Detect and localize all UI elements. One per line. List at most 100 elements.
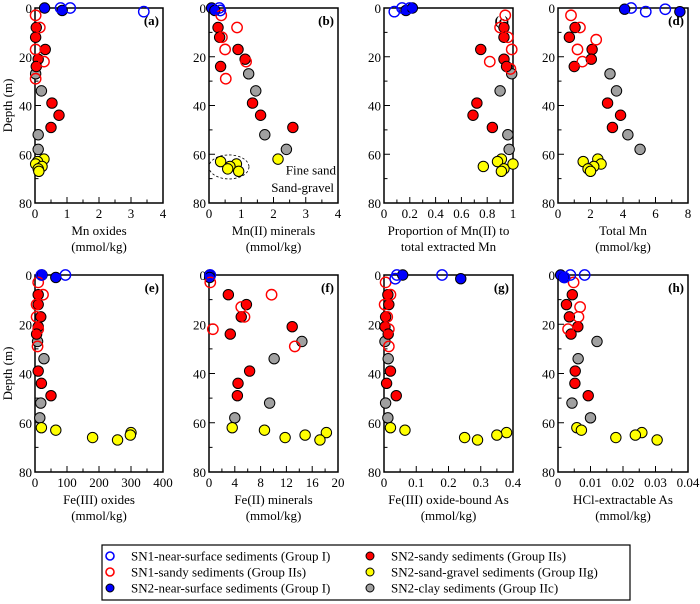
point-sn2-sandy xyxy=(563,31,576,43)
x-axis-label: (mmol/kg) xyxy=(246,508,302,523)
point-sn2-sandy xyxy=(32,365,44,377)
point-sn2-sandy xyxy=(606,121,619,134)
y-tick-label: 80 xyxy=(193,465,206,480)
y-tick-label: 40 xyxy=(542,99,555,114)
x-axis-label: HCl-extractable As xyxy=(573,492,673,507)
legend-label: SN1-near-surface sediments (Group I) xyxy=(131,549,330,564)
axes-frame xyxy=(557,7,689,204)
point-sn1-ns xyxy=(214,4,227,17)
point-sn2-sandy xyxy=(222,289,235,301)
x-tick-label: 1 xyxy=(510,206,517,221)
y-tick-label: 40 xyxy=(19,367,32,382)
point-sn1-sandy xyxy=(240,55,252,68)
point-sn2-clay xyxy=(382,412,394,424)
point-sn1-ns xyxy=(137,5,150,18)
x-axis-label: total extracted Mn xyxy=(401,239,497,254)
y-tick-label: 40 xyxy=(193,367,206,382)
point-sn2-gravel xyxy=(320,426,333,439)
y-tick-label: 80 xyxy=(542,196,555,211)
x-tick-label: 2 xyxy=(270,206,277,221)
point-sn1-sandy xyxy=(29,9,42,22)
point-sn1-sandy xyxy=(562,323,574,336)
y-tick-label: 60 xyxy=(368,416,381,431)
x-tick-label: 200 xyxy=(89,475,109,490)
point-sn2-sandy xyxy=(53,109,65,121)
point-sn2-clay xyxy=(610,85,623,97)
point-sn1-ns xyxy=(64,2,77,14)
x-tick-label: 0 xyxy=(32,475,39,490)
point-sn2-gravel xyxy=(86,431,99,444)
point-sn2-gravel xyxy=(258,424,271,436)
y-tick-label: 0 xyxy=(549,1,556,16)
x-tick-label: 0.4 xyxy=(427,206,444,221)
point-sn2-clay xyxy=(382,353,394,365)
point-sn2-gravel xyxy=(584,165,597,178)
annotation-fine-sand: Fine sand xyxy=(286,162,337,177)
y-tick-label: 0 xyxy=(549,268,556,283)
y-tick-label: 0 xyxy=(200,1,207,16)
sand-gravel-ellipse xyxy=(208,154,250,180)
legend-label: SN2-clay sediments (Group IIc) xyxy=(391,581,558,596)
point-sn2-clay xyxy=(259,129,271,141)
point-sn2-gravel xyxy=(50,424,62,436)
y-tick-label: 40 xyxy=(368,367,381,382)
x-axis-label: Mn(II) minerals xyxy=(232,223,315,238)
x-tick-label: 12 xyxy=(280,475,293,490)
point-sn2-clay xyxy=(591,335,603,348)
point-sn2-clay xyxy=(263,397,276,409)
point-sn2-gravel xyxy=(214,155,227,168)
x-tick-label: 2 xyxy=(96,206,103,221)
legend-label: SN2-sandy sediments (Group IIs) xyxy=(391,549,566,564)
y-tick-label: 0 xyxy=(200,268,207,283)
point-sn1-ns xyxy=(564,269,577,281)
y-tick-label: 60 xyxy=(19,147,32,162)
point-sn1-sandy xyxy=(32,323,45,336)
point-sn1-sandy xyxy=(219,43,232,56)
point-sn1-sandy xyxy=(494,21,506,34)
point-sn1-ns xyxy=(578,269,591,281)
point-sn2-gravel xyxy=(629,429,642,441)
point-sn2-sandy xyxy=(614,109,627,121)
y-tick-label: 80 xyxy=(542,465,555,480)
point-sn2-clay xyxy=(242,68,255,80)
point-sn2-clay xyxy=(572,353,584,365)
x-axis-label: (mmol/kg) xyxy=(595,239,651,254)
y-tick-label: 20 xyxy=(193,317,206,332)
point-sn2-ns xyxy=(455,272,467,285)
point-sn2-gravel xyxy=(222,163,234,175)
point-sn1-sandy xyxy=(31,340,44,353)
x-axis-label: Proportion of Mn(II) to xyxy=(388,223,510,238)
point-sn2-clay xyxy=(584,412,597,424)
x-tick-label: 0.04 xyxy=(677,475,700,490)
x-axis-label: Total Mn xyxy=(599,223,647,238)
point-sn2-sandy xyxy=(287,121,299,134)
point-sn1-sandy xyxy=(381,310,394,323)
x-tick-label: 3 xyxy=(303,206,310,221)
point-sn2-sandy xyxy=(582,389,594,402)
x-tick-label: 4 xyxy=(335,206,342,221)
point-sn2-clay xyxy=(35,397,47,409)
x-axis-label: (mmol/kg) xyxy=(246,239,302,254)
x-axis-label: Fe(II) minerals xyxy=(234,492,312,507)
point-sn2-sandy xyxy=(467,109,479,121)
panel-label: (b) xyxy=(318,13,334,28)
point-sn1-ns xyxy=(659,3,672,16)
point-sn2-gravel xyxy=(299,429,311,441)
y-tick-label: 80 xyxy=(193,196,206,211)
point-sn2-sandy xyxy=(486,121,499,134)
point-sn1-sandy xyxy=(206,323,219,336)
point-sn2-sandy xyxy=(29,31,42,43)
point-sn1-sandy xyxy=(572,310,585,323)
x-tick-label: 0 xyxy=(555,475,562,490)
y-tick-label: 40 xyxy=(19,99,32,114)
point-sn2-sandy xyxy=(39,43,51,56)
y-axis-label: Depth (m) xyxy=(0,79,15,133)
point-sn2-gravel xyxy=(471,434,484,446)
y-axis-label: Depth (m) xyxy=(0,347,15,401)
x-tick-label: 100 xyxy=(57,475,77,490)
x-axis-label: (mmol/kg) xyxy=(71,508,127,523)
legend-label: SN2-sand-gravel sediments (Group IIg) xyxy=(391,565,598,580)
point-sn1-sandy xyxy=(29,72,42,85)
x-axis-label: Mn oxides xyxy=(71,223,126,238)
point-sn2-clay xyxy=(503,143,515,156)
